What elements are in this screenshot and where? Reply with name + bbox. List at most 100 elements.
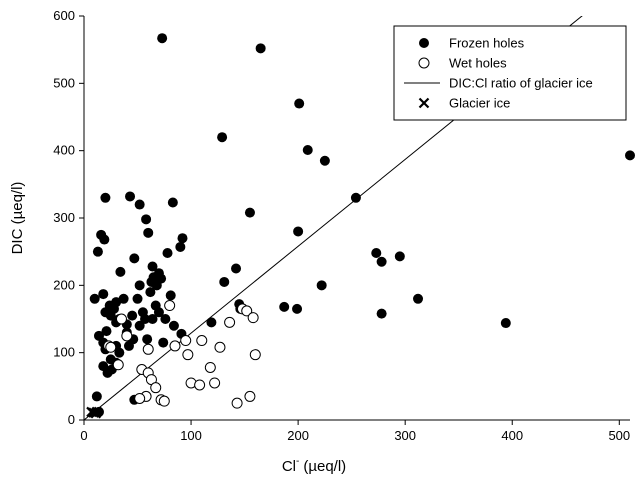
- frozen-hole-point: [177, 233, 188, 244]
- frozen-hole-point: [158, 337, 169, 348]
- x-axis-title-units: (µeq/l): [303, 458, 346, 475]
- wet-hole-point: [214, 341, 226, 353]
- wet-hole-point: [112, 359, 124, 371]
- wet-hole-point: [231, 397, 243, 409]
- wet-hole-point: [115, 313, 127, 325]
- frozen-hole-point: [153, 307, 164, 318]
- x-tick-label: 100: [180, 428, 202, 443]
- frozen-hole-point: [123, 340, 134, 351]
- frozen-hole-point: [219, 276, 230, 287]
- y-tick-label: 500: [53, 75, 75, 90]
- wet-hole-point: [244, 390, 256, 402]
- frozen-hole-point: [279, 301, 290, 312]
- frozen-hole-point: [134, 320, 145, 331]
- legend-marker-frozen: [419, 38, 429, 48]
- x-tick-label: 500: [608, 428, 630, 443]
- frozen-hole-point: [292, 303, 303, 314]
- frozen-hole-point: [98, 289, 109, 300]
- frozen-hole-point: [147, 261, 158, 272]
- axes-group: 0 100 200 300 400 500 600 0 100 200 300 400 500: [53, 8, 630, 443]
- frozen-hole-point: [302, 144, 313, 155]
- frozen-hole-point: [293, 226, 304, 237]
- legend-marker-wet: [418, 57, 430, 69]
- frozen-hole-point: [132, 293, 143, 304]
- frozen-hole-point: [93, 330, 104, 341]
- x-tick-label: 300: [394, 428, 416, 443]
- frozen-hole-point: [145, 287, 156, 298]
- frozen-hole-point: [125, 191, 136, 202]
- legend: Frozen holes Wet holes DIC:Cl ratio of gla…: [393, 25, 627, 121]
- frozen-hole-point: [134, 199, 145, 210]
- wet-hole-point: [180, 335, 192, 347]
- glacier-ice-stroke: [90, 407, 102, 419]
- frozen-hole-point: [376, 256, 387, 267]
- wet-hole-point: [142, 343, 154, 355]
- y-tick-label: 400: [53, 143, 75, 158]
- frozen-hole-point: [413, 293, 424, 304]
- y-tick-label: 600: [53, 8, 75, 23]
- frozen-hole-point: [371, 248, 382, 259]
- frozen-hole-point: [104, 300, 115, 311]
- wet-hole-point: [194, 379, 206, 391]
- frozen-hole-point: [500, 318, 511, 329]
- legend-marker-ice-stroke: [418, 97, 430, 109]
- frozen-hole-point: [99, 234, 110, 245]
- legend-label: DIC:Cl ratio of glacier ice: [449, 76, 593, 91]
- y-tick-label: 300: [53, 210, 75, 225]
- wet-hole-point: [105, 341, 117, 353]
- wet-hole-point: [196, 335, 208, 347]
- legend-label: Wet holes: [449, 56, 507, 71]
- frozen-hole-point: [147, 314, 158, 324]
- frozen-hole-point: [394, 251, 405, 262]
- frozen-hole-point: [206, 317, 217, 328]
- frozen-hole-point: [127, 310, 138, 321]
- frozen-hole-point: [376, 308, 387, 319]
- wet-hole-point: [158, 395, 170, 407]
- y-tick-label: 0: [68, 412, 75, 427]
- frozen-hole-point: [153, 268, 164, 279]
- wet-hole-point: [182, 349, 194, 361]
- frozen-hole-point: [231, 263, 242, 274]
- y-tick-label: 100: [53, 345, 75, 360]
- frozen-hole-point: [101, 326, 112, 337]
- frozen-hole-point: [91, 391, 102, 402]
- frozen-hole-point: [162, 248, 173, 259]
- x-tick-label: 400: [501, 428, 523, 443]
- frozen-hole-point: [100, 192, 111, 203]
- x-axis-title-superscript: -: [296, 456, 299, 467]
- legend-box: [393, 25, 627, 121]
- frozen-hole-point: [129, 253, 140, 264]
- x-axis-title: Cl- (µeq/l): [282, 456, 346, 475]
- wet-hole-point: [121, 330, 133, 342]
- x-tick-label: 200: [287, 428, 309, 443]
- frozen-hole-point: [151, 280, 162, 291]
- wet-hole-point: [209, 377, 221, 389]
- frozen-hole-point: [244, 207, 255, 218]
- wet-hole-point: [247, 312, 259, 324]
- wet-hole-point: [241, 305, 253, 317]
- legend-label: Frozen holes: [449, 36, 525, 51]
- wet-hole-point: [150, 382, 162, 394]
- frozen-hole-point: [319, 155, 330, 166]
- frozen-hole-point: [294, 98, 305, 109]
- x-tick-label: 0: [80, 428, 87, 443]
- frozen-hole-point: [175, 241, 186, 252]
- frozen-hole-point: [140, 314, 151, 324]
- frozen-hole-point: [625, 150, 635, 161]
- frozen-hole-point: [167, 197, 178, 208]
- frozen-hole-point: [92, 246, 103, 257]
- frozen-hole-point: [350, 192, 361, 203]
- wet-hole-point: [134, 392, 146, 404]
- wet-hole-point: [249, 349, 261, 361]
- y-tick-label: 200: [53, 277, 75, 292]
- frozen-hole-point: [134, 280, 145, 291]
- legend-label: Glacier ice: [449, 96, 510, 111]
- frozen-hole-point: [168, 320, 179, 331]
- legend-marker-ice: [418, 97, 430, 109]
- wet-hole-point: [224, 316, 236, 328]
- y-axis-title: DIC (µeq/l): [9, 182, 26, 255]
- glacier-ice-point: [90, 407, 102, 419]
- frozen-hole-point: [118, 293, 129, 304]
- frozen-hole-point: [115, 266, 126, 277]
